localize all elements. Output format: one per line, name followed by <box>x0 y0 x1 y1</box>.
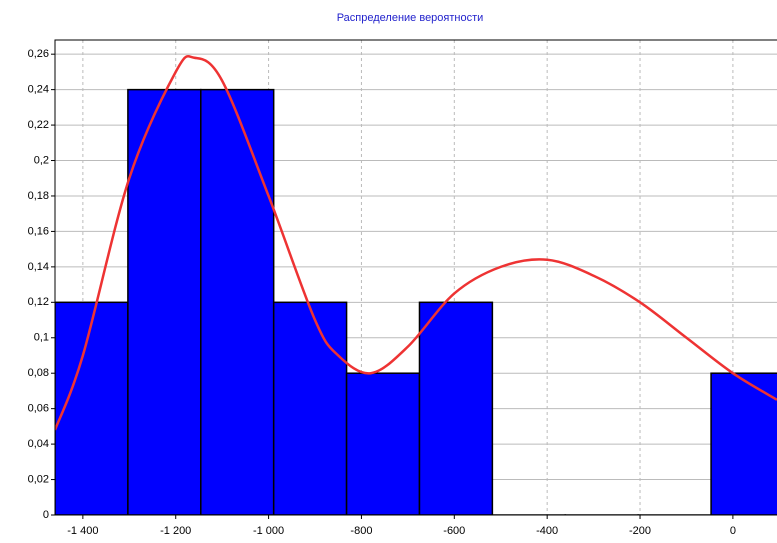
y-tick-label: 0,04 <box>28 438 49 450</box>
y-tick-label: 0,08 <box>28 367 49 379</box>
bar <box>418 301 494 515</box>
y-tick-label: 0,14 <box>28 261 49 273</box>
y-tick-label: 0,2 <box>34 154 49 166</box>
y-tick-label: 0,24 <box>28 84 49 96</box>
y-tick-label: 0,02 <box>28 473 49 485</box>
chart-title: Распределение вероятности <box>337 12 484 24</box>
plot-area <box>55 55 777 515</box>
y-tick-label: 0,26 <box>28 48 49 60</box>
bar <box>55 301 129 515</box>
bar <box>200 88 275 515</box>
x-tick-label: -200 <box>629 525 651 537</box>
bar <box>345 372 421 515</box>
y-tick-label: 0,16 <box>28 225 49 237</box>
plot-frame <box>54 39 777 516</box>
x-tick-label: -800 <box>350 525 372 537</box>
x-tick-label: -1 000 <box>253 525 284 537</box>
bar <box>127 88 202 515</box>
x-tick-label: -1 400 <box>67 525 98 537</box>
y-tick-label: 0,18 <box>28 190 49 202</box>
y-tick-label: 0,22 <box>28 119 49 131</box>
bar <box>272 301 348 515</box>
x-tick-label: -1 200 <box>160 525 191 537</box>
y-tick-label: 0,12 <box>28 296 49 308</box>
y-tick-label: 0,06 <box>28 403 49 415</box>
x-tick-label: -600 <box>443 525 465 537</box>
x-tick-label: -400 <box>536 525 558 537</box>
x-tick-label: 0 <box>730 525 736 537</box>
y-tick-label: 0 <box>43 509 49 521</box>
axes: 0 0,02 0,04 0,06 0,08 0,1 0,12 0,14 0,16 0,18 0,2 0… <box>28 39 777 537</box>
y-tick-label: 0,1 <box>34 332 49 344</box>
bar <box>710 372 777 515</box>
density-curve <box>55 55 777 431</box>
